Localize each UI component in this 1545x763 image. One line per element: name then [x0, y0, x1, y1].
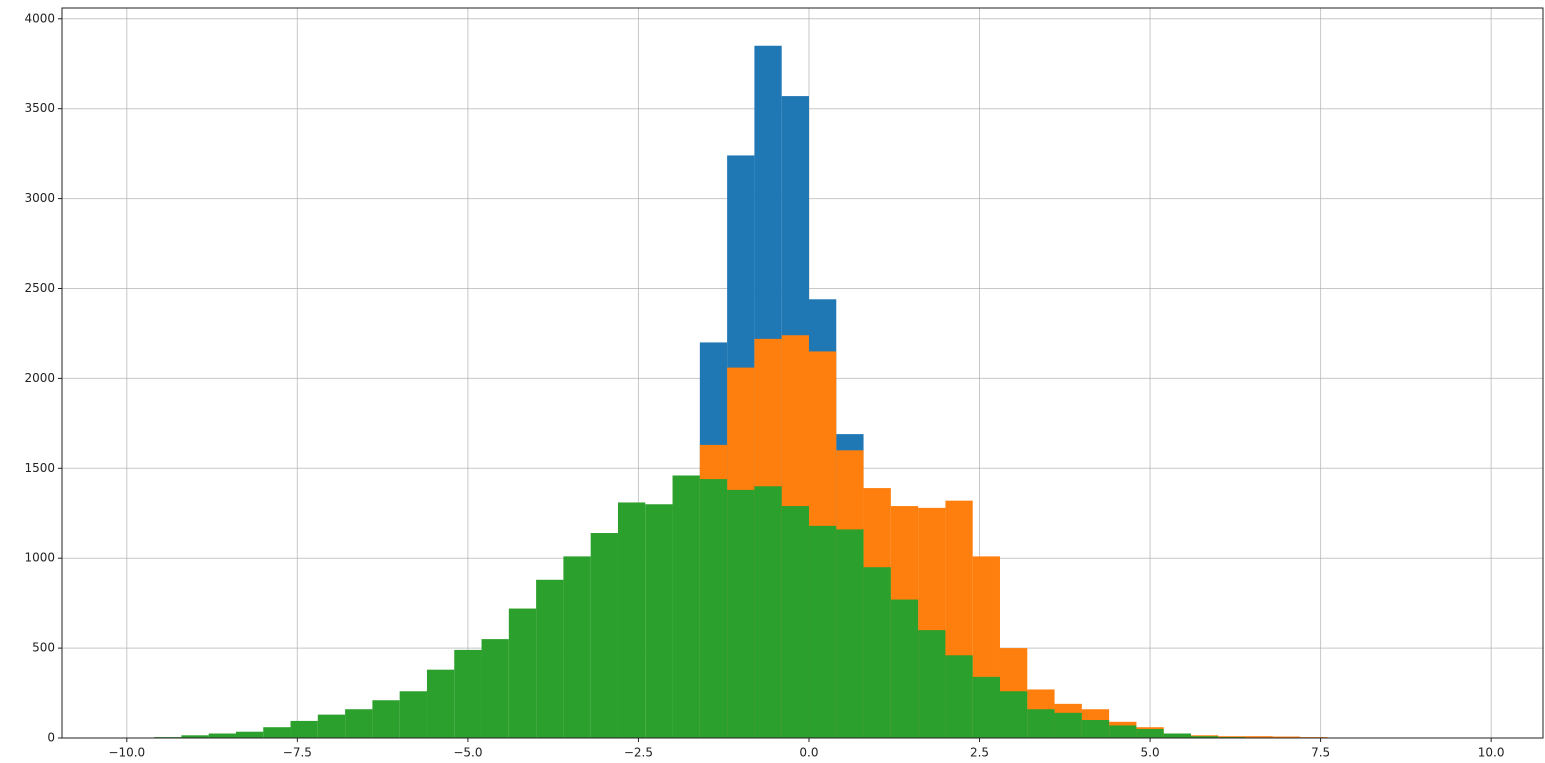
y-tick-label: 1000 [24, 551, 55, 565]
y-tick-label: 1500 [24, 461, 55, 475]
histogram-bar [317, 714, 346, 738]
histogram-bar [918, 630, 946, 738]
histogram-bar [699, 479, 728, 738]
histogram-bar [999, 691, 1028, 738]
histogram-bar [972, 676, 1000, 738]
histogram-bar [1218, 736, 1246, 738]
histogram-bar [590, 533, 618, 738]
y-tick-label: 3000 [24, 191, 55, 205]
histogram-bar [399, 691, 427, 738]
histogram-bar [863, 567, 891, 738]
histogram-bar [672, 475, 700, 738]
bars [154, 45, 1328, 739]
histogram-bar [1109, 725, 1137, 738]
histogram-bar [345, 709, 373, 738]
x-tick-label: 5.0 [1141, 746, 1160, 760]
histogram-bar [1054, 712, 1082, 738]
histogram-bar [563, 556, 591, 738]
histogram-bar [727, 489, 755, 738]
x-tick-label: 7.5 [1311, 746, 1330, 760]
histogram-bar [781, 506, 809, 738]
y-tick-label: 4000 [24, 11, 55, 25]
histogram-bar [754, 486, 782, 738]
y-tick-label: 2000 [24, 371, 55, 385]
histogram-bar [1081, 720, 1110, 738]
histogram-bar [1136, 729, 1164, 738]
histogram-bar [836, 529, 864, 738]
histogram-bar [208, 733, 236, 738]
histogram-bar [945, 655, 973, 738]
histogram-bar [263, 727, 291, 738]
histogram-bar [617, 502, 646, 738]
x-tick-label: 2.5 [970, 746, 989, 760]
histogram-bar [508, 608, 537, 738]
histogram-bar [454, 649, 482, 738]
histogram-bar [808, 525, 837, 738]
histogram-bar [481, 639, 509, 738]
histogram-bar [1272, 736, 1301, 738]
histogram-bar [645, 504, 673, 738]
y-tick-label: 500 [32, 641, 55, 655]
histogram-bar [1190, 736, 1219, 738]
histogram-bar [290, 720, 318, 738]
histogram-bar [536, 579, 564, 738]
x-tick-label: −5.0 [453, 746, 482, 760]
x-tick-label: −2.5 [624, 746, 653, 760]
x-tick-label: 0.0 [799, 746, 818, 760]
histogram-bar [1027, 709, 1055, 738]
histogram-bar [1245, 736, 1273, 738]
histogram-bar [235, 731, 264, 738]
histogram-bar [181, 735, 209, 738]
y-tick-label: 0 [47, 731, 55, 745]
histogram-bar [890, 599, 919, 738]
histogram-bar [426, 669, 455, 738]
y-tick-label: 2500 [24, 281, 55, 295]
y-tick-label: 3500 [24, 101, 55, 115]
plot-frame [61, 7, 1544, 739]
histogram-bar [372, 700, 400, 738]
x-tick-label: −10.0 [108, 746, 145, 760]
histogram-bar [1163, 733, 1191, 738]
x-tick-label: −7.5 [283, 746, 312, 760]
x-tick-label: 10.0 [1478, 746, 1505, 760]
